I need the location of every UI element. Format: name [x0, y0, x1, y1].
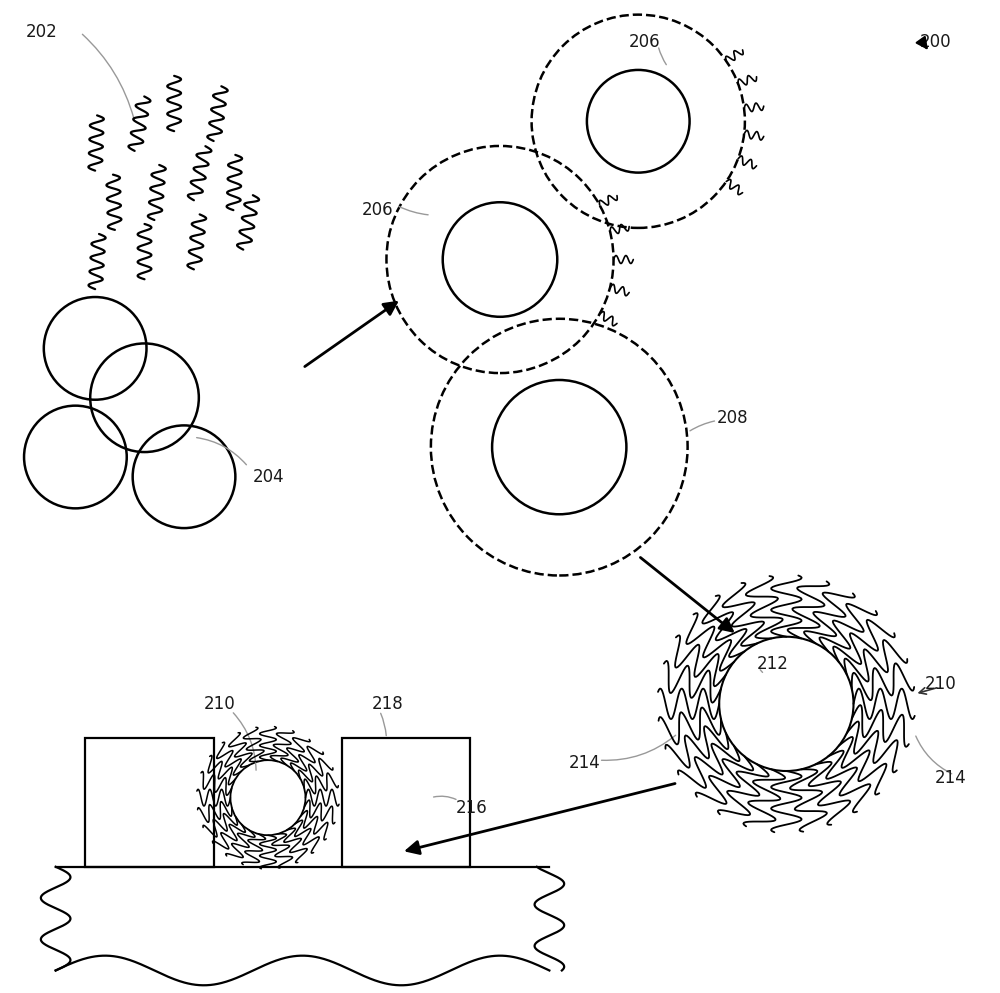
FancyArrowPatch shape	[381, 713, 386, 736]
FancyArrowPatch shape	[760, 669, 763, 672]
Bar	[85, 739, 214, 867]
Text: 210: 210	[925, 675, 956, 693]
Text: 212: 212	[757, 655, 789, 673]
Text: 202: 202	[26, 24, 58, 42]
Text: 214: 214	[934, 769, 966, 786]
FancyArrowPatch shape	[82, 35, 134, 118]
Bar	[342, 739, 470, 867]
FancyArrowPatch shape	[233, 713, 256, 771]
FancyArrowPatch shape	[399, 207, 428, 214]
Text: 210: 210	[204, 695, 236, 713]
Text: 214: 214	[569, 754, 601, 773]
FancyArrowPatch shape	[916, 736, 952, 774]
FancyArrowPatch shape	[197, 438, 246, 465]
Text: 216: 216	[456, 798, 487, 816]
Text: 200: 200	[920, 34, 951, 52]
FancyArrowPatch shape	[434, 796, 456, 799]
FancyArrowPatch shape	[690, 421, 715, 431]
FancyArrowPatch shape	[919, 688, 937, 694]
Text: 208: 208	[717, 408, 749, 427]
Text: 206: 206	[628, 34, 660, 52]
Text: 204: 204	[253, 468, 285, 486]
Text: 218: 218	[372, 695, 403, 713]
Text: 206: 206	[362, 202, 393, 219]
FancyArrowPatch shape	[602, 735, 676, 761]
FancyArrowPatch shape	[659, 48, 666, 65]
